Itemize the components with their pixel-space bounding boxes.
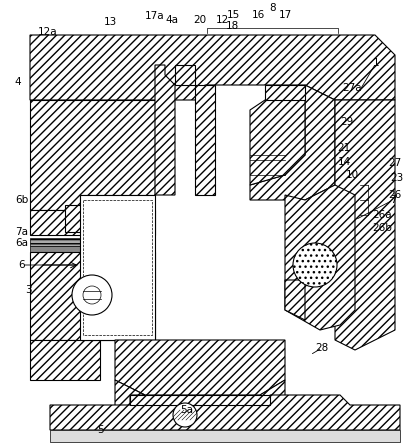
Polygon shape [285, 280, 305, 320]
Polygon shape [195, 85, 215, 195]
Text: 18: 18 [225, 21, 239, 31]
Text: 6b: 6b [15, 195, 28, 205]
Polygon shape [250, 85, 335, 200]
Text: 26b: 26b [372, 223, 392, 233]
Text: 27: 27 [388, 158, 402, 168]
Text: 14: 14 [337, 157, 350, 167]
Text: 26: 26 [388, 190, 402, 200]
Polygon shape [50, 430, 400, 442]
Text: 26a: 26a [372, 210, 392, 220]
Text: 6: 6 [19, 260, 25, 270]
Text: 4a: 4a [166, 15, 179, 25]
Text: 21: 21 [337, 143, 350, 153]
Text: 7: 7 [389, 195, 396, 205]
Polygon shape [30, 246, 155, 252]
Polygon shape [335, 100, 395, 350]
Text: 12a: 12a [38, 27, 58, 37]
Text: 4: 4 [15, 77, 21, 87]
Polygon shape [30, 35, 395, 100]
Polygon shape [175, 65, 195, 85]
Text: 28: 28 [315, 343, 328, 353]
Text: 5a: 5a [180, 405, 193, 415]
Text: 17a: 17a [145, 11, 165, 21]
Text: 15: 15 [226, 10, 240, 20]
Polygon shape [265, 85, 305, 100]
Polygon shape [250, 100, 305, 185]
Polygon shape [50, 395, 400, 430]
Circle shape [83, 286, 101, 304]
Polygon shape [80, 195, 155, 340]
Text: 29: 29 [340, 117, 354, 127]
Polygon shape [30, 238, 155, 246]
Polygon shape [30, 340, 100, 380]
Text: 16: 16 [252, 10, 265, 20]
Polygon shape [30, 210, 155, 235]
Text: 23: 23 [390, 173, 404, 183]
Text: 1: 1 [373, 58, 379, 68]
Polygon shape [30, 100, 155, 210]
Polygon shape [130, 395, 270, 405]
Polygon shape [155, 65, 175, 195]
Text: 10: 10 [346, 170, 359, 180]
Text: 12: 12 [215, 15, 229, 25]
Circle shape [173, 403, 197, 427]
Text: 3: 3 [25, 285, 31, 295]
Text: 7a: 7a [15, 227, 28, 237]
Polygon shape [115, 380, 145, 420]
Text: 5: 5 [97, 425, 103, 435]
Polygon shape [285, 185, 355, 330]
Text: 13: 13 [103, 17, 117, 27]
Circle shape [293, 243, 337, 287]
Text: 17: 17 [278, 10, 292, 20]
Polygon shape [65, 205, 130, 232]
Polygon shape [115, 340, 285, 395]
Text: 27a: 27a [342, 83, 362, 93]
Polygon shape [30, 252, 155, 340]
Text: 20: 20 [193, 15, 207, 25]
Text: 6a: 6a [15, 238, 28, 248]
Circle shape [72, 275, 112, 315]
Polygon shape [260, 380, 285, 420]
Text: 8: 8 [270, 3, 276, 13]
